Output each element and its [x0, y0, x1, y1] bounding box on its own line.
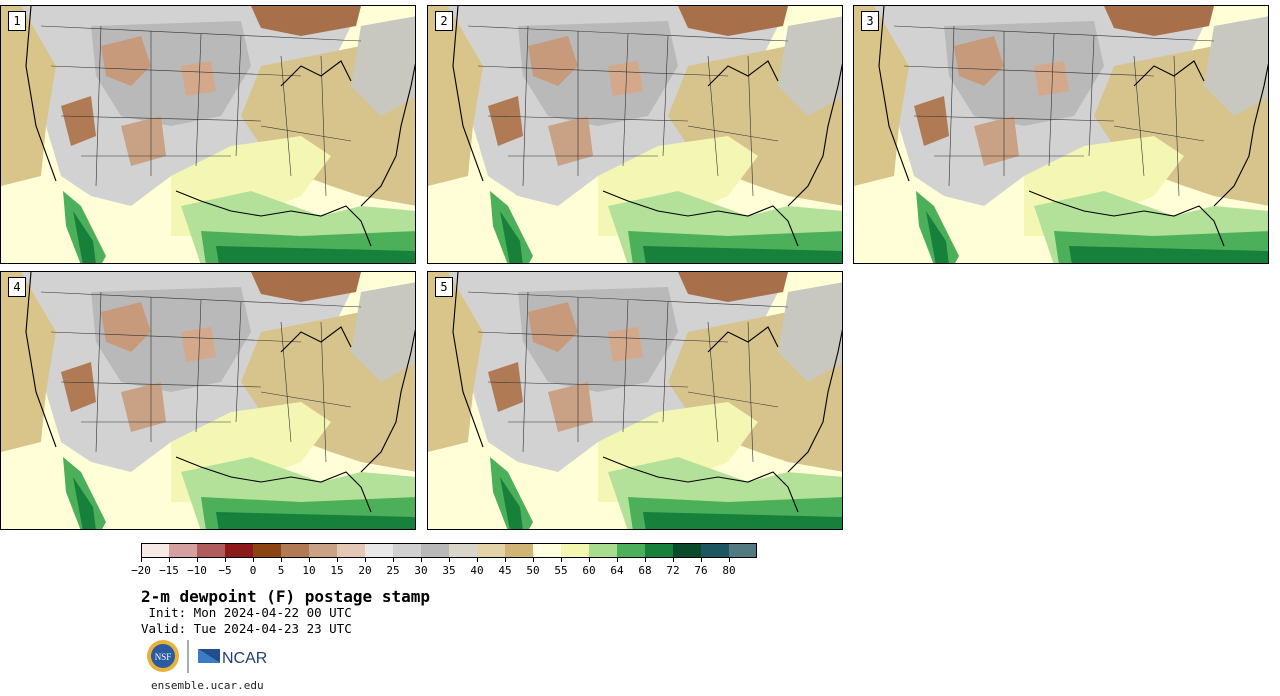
colorbar-tick-label: 45: [498, 564, 512, 577]
colorbar-swatch: [449, 543, 478, 557]
website-url: ensemble.ucar.edu: [151, 679, 264, 692]
colorbar-swatch: [365, 543, 394, 557]
colorbar: [141, 543, 757, 562]
colorbar-tick-label: 60: [582, 564, 596, 577]
map-panel-5: [428, 272, 843, 530]
colorbar-swatch: [281, 543, 310, 557]
forecast-panel-1: 1: [0, 5, 416, 264]
colorbar-swatch: [701, 543, 730, 557]
colorbar-tick-label: 72: [666, 564, 680, 577]
ncar-logo-text: NCAR: [222, 650, 267, 667]
nsf-logo-text: NSF: [155, 652, 172, 662]
map-panel-1: [1, 6, 416, 264]
colorbar-swatch: [673, 543, 702, 557]
panel-number-5: 5: [435, 277, 453, 297]
colorbar-swatch: [561, 543, 590, 557]
colorbar-swatch: [477, 543, 506, 557]
colorbar-swatch: [253, 543, 282, 557]
panel-number-4: 4: [8, 277, 26, 297]
panel-number-3: 3: [861, 11, 879, 31]
colorbar-tick-label: −5: [218, 564, 232, 577]
colorbar-tick-label: 76: [694, 564, 708, 577]
map-panel-2: [428, 6, 843, 264]
map-panel-4: [1, 272, 416, 530]
colorbar-tick-label: 80: [722, 564, 736, 577]
colorbar-swatch: [169, 543, 198, 557]
colorbar-swatch: [505, 543, 534, 557]
colorbar-tick-label: 25: [386, 564, 400, 577]
colorbar-tick-label: 0: [249, 564, 257, 577]
colorbar-swatch: [589, 543, 618, 557]
colorbar-swatch: [309, 543, 338, 557]
forecast-panel-4: 4: [0, 271, 416, 530]
colorbar-tick-label: 35: [442, 564, 456, 577]
colorbar-tick-label: −10: [187, 564, 207, 577]
colorbar-swatch: [533, 543, 562, 557]
colorbar-tick-label: 10: [302, 564, 316, 577]
colorbar-tick-label: 55: [554, 564, 568, 577]
panel-number-2: 2: [435, 11, 453, 31]
colorbar-tick-label: 20: [358, 564, 372, 577]
colorbar-tick-label: −20: [131, 564, 151, 577]
colorbar-swatch: [197, 543, 226, 557]
nsf-logo: NSF: [147, 640, 179, 672]
colorbar-swatch: [141, 543, 170, 557]
colorbar-tick-label: 15: [330, 564, 344, 577]
ncar-logo: NCAR: [198, 649, 267, 667]
colorbar-swatch: [337, 543, 366, 557]
colorbar-tick-label: 30: [414, 564, 428, 577]
colorbar-tick-label: 64: [610, 564, 624, 577]
forecast-panel-5: 5: [427, 271, 843, 530]
colorbar-tick-label: 68: [638, 564, 652, 577]
colorbar-swatch: [645, 543, 674, 557]
init-time: Init: Mon 2024-04-22 00 UTC: [141, 605, 352, 620]
colorbar-swatch: [225, 543, 254, 557]
forecast-panel-3: 3: [853, 5, 1269, 264]
logos: NSF NCAR: [147, 640, 267, 673]
colorbar-swatch: [393, 543, 422, 557]
colorbar-swatch: [617, 543, 646, 557]
valid-time: Valid: Tue 2024-04-23 23 UTC: [141, 621, 352, 636]
colorbar-tick-label: 40: [470, 564, 484, 577]
colorbar-swatch: [421, 543, 450, 557]
plot-title: 2-m dewpoint (F) postage stamp: [141, 587, 430, 606]
forecast-panel-2: 2: [427, 5, 843, 264]
colorbar-tick-label: 5: [277, 564, 285, 577]
panel-number-1: 1: [8, 11, 26, 31]
colorbar-tick-label: −15: [159, 564, 179, 577]
colorbar-swatch: [729, 543, 757, 557]
colorbar-tick-label: 50: [526, 564, 540, 577]
map-panel-3: [854, 6, 1269, 264]
